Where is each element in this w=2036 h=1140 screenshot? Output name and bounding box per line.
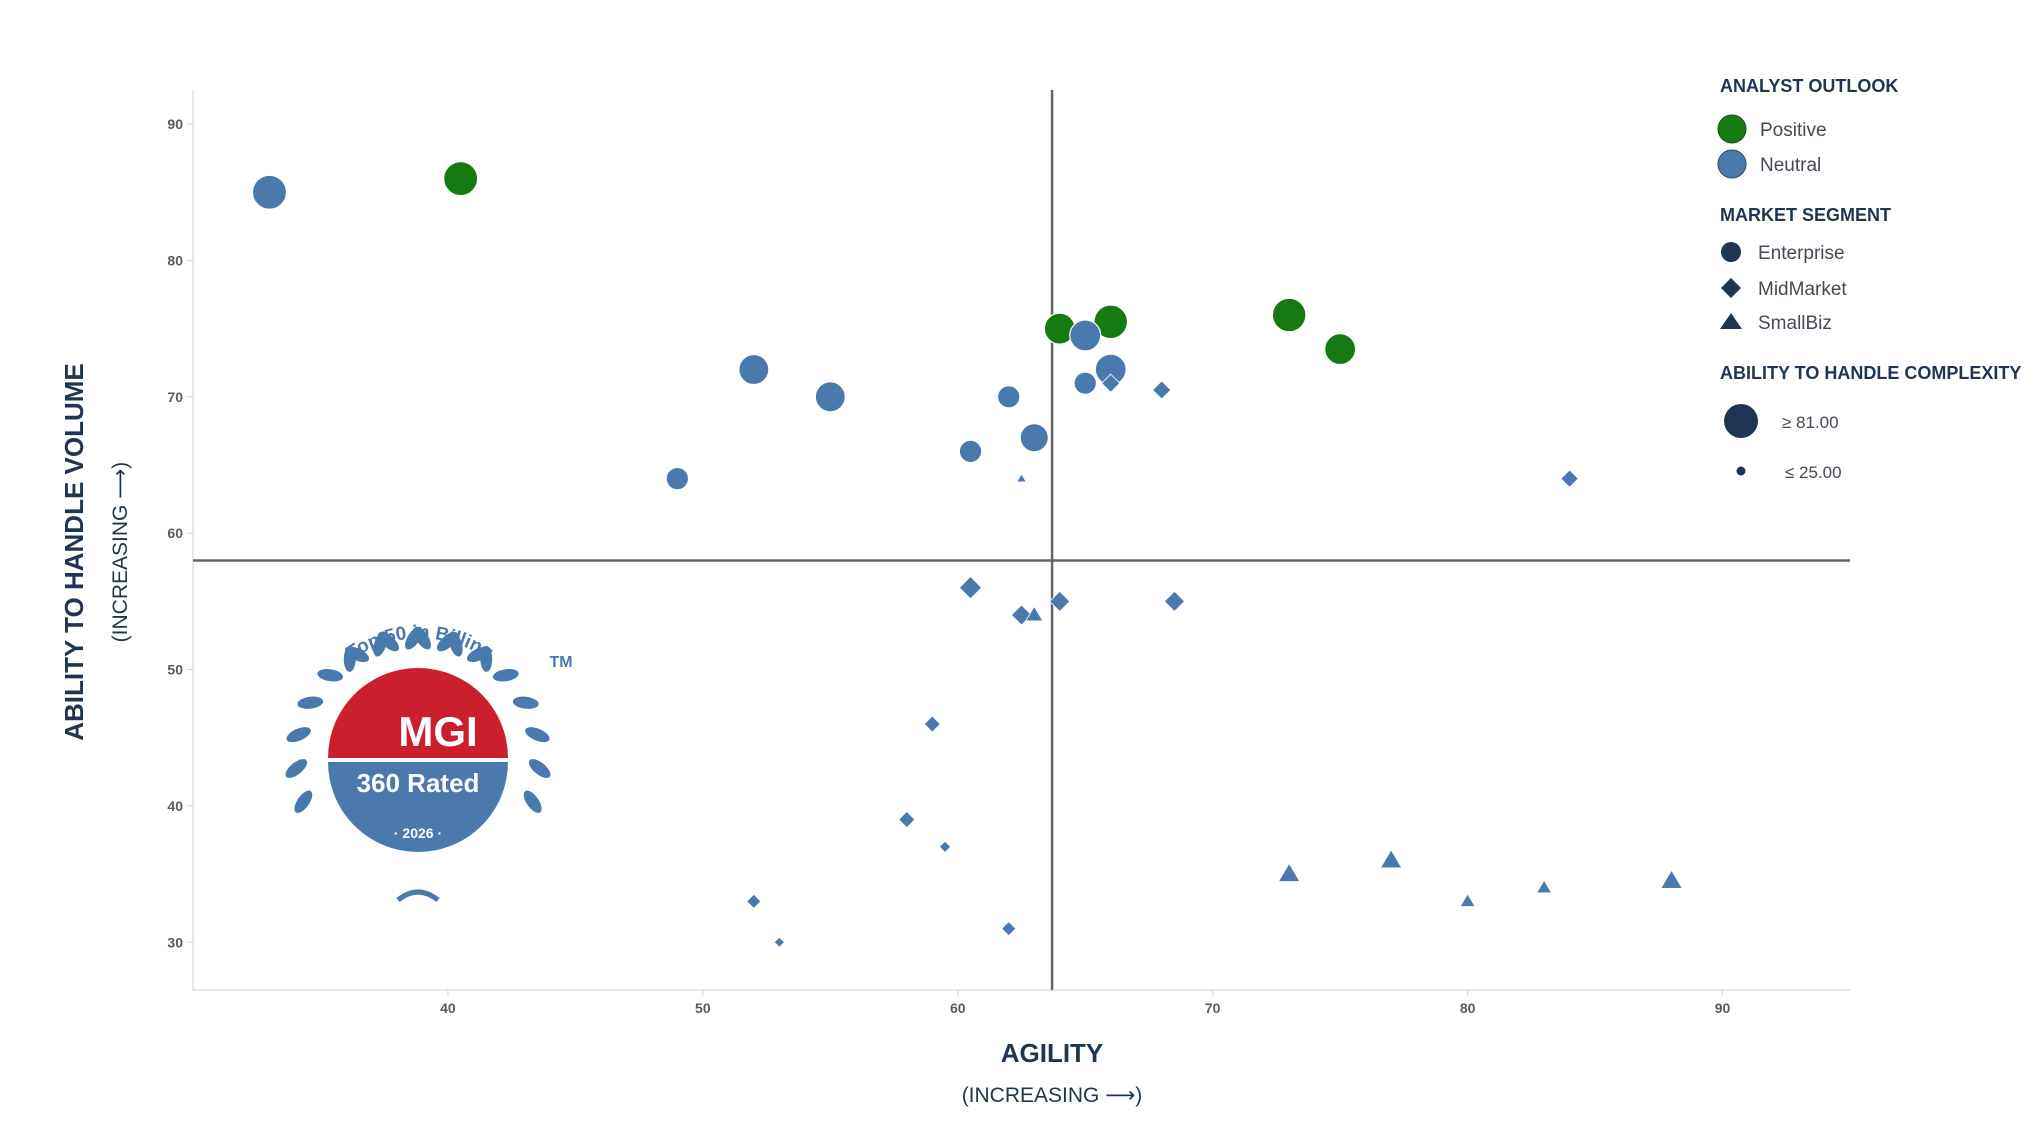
y-tick-label: 30 [167,934,183,950]
point-smallbiz [1660,869,1683,889]
laurel-ribbon [396,889,440,903]
y-tick-label: 80 [167,252,183,268]
point-enterprise [665,466,690,491]
point-midmarket [746,893,762,909]
point-smallbiz [1459,893,1476,907]
badge-top-half [328,668,508,758]
laurel-leaf [436,631,459,652]
point-midmarket [1152,380,1172,400]
legend-size-max-marker [1724,404,1758,438]
legend-smallbiz-label: SmallBiz [1758,313,1832,334]
legend-size-max-label: ≥ 81.00 [1782,413,1839,432]
laurel-leaf [294,790,313,813]
legend-size-title: ABILITY TO HANDLE COMPLEXITY [1720,363,2021,383]
laurel-wreath-icon [285,626,551,903]
y-tick-labels: 30 40 50 60 70 80 90 [167,116,193,950]
laurel-leaf [343,645,356,672]
badge-bottom-half [328,762,508,852]
y-tick-label: 70 [167,389,183,405]
legend-size-min-marker [1736,466,1746,476]
laurel-leaf [523,790,542,813]
point-midmarket [1049,590,1071,613]
legend-neutral-label: Neutral [1760,155,1821,176]
legend-enterprise-label: Enterprise [1758,243,1845,264]
point-enterprise [996,385,1021,409]
point-enterprise [738,353,770,386]
x-tick-label: 90 [1715,1000,1731,1016]
point-midmarket [1010,604,1033,626]
point-smallbiz [1535,879,1553,894]
point-midmarket [1101,373,1121,393]
point-smallbiz [1025,605,1044,622]
legend-midmarket-marker [1721,278,1741,298]
point-enterprise [1093,304,1129,340]
x-tick-label: 40 [440,1000,456,1016]
y-tick-label: 50 [167,662,183,678]
y-tick-label: 90 [167,116,183,132]
legend-enterprise-marker [1721,242,1741,262]
laurel-leaf [297,696,324,709]
point-smallbiz [1277,862,1301,882]
laurel-leaf [317,668,344,682]
laurel-leaf [528,759,551,778]
legend-neutral-marker [1717,149,1747,179]
point-midmarket [773,936,785,948]
laurel-leaf [405,626,423,650]
point-enterprise [814,381,846,413]
laurel-leaf [285,759,308,778]
legend-midmarket-label: MidMarket [1758,279,1847,300]
point-enterprise [1073,371,1098,395]
point-enterprise [958,439,983,464]
x-axis-title: AGILITY [1001,1038,1104,1068]
y-tick-label: 60 [167,525,183,541]
laurel-leaf [525,727,550,743]
y-tick-label: 40 [167,798,183,814]
point-midmarket [1560,469,1579,488]
point-enterprise [1271,297,1307,333]
laurel-leaf [466,646,492,663]
x-tick-label: 80 [1460,1000,1476,1016]
x-tick-label: 60 [950,1000,966,1016]
x-tick-labels: 40 50 60 70 80 90 [440,990,1731,1016]
point-enterprise [1019,423,1049,453]
legend-positive-marker [1717,114,1747,144]
point-smallbiz [1016,473,1027,483]
laurel-leaf [512,696,539,709]
laurel-leaf [373,631,388,657]
badge-brand: MGI [398,708,477,755]
point-enterprise [443,161,479,197]
y-axis-title: ABILITY TO HANDLE VOLUME [59,363,89,741]
point-midmarket [938,840,952,854]
laurel-leaf [492,668,519,682]
point-smallbiz [1379,849,1403,869]
legend-positive-label: Positive [1760,120,1827,141]
legend-segment-title: MARKET SEGMENT [1720,205,1891,225]
point-midmarket [1001,921,1017,937]
point-midmarket [898,810,916,829]
legend-outlook-title: ANALYST OUTLOOK [1720,76,1898,96]
x-tick-label: 70 [1205,1000,1221,1016]
legend-smallbiz-marker [1720,313,1742,329]
badge-year: · 2026 · [394,825,442,841]
top50-badge-logo: Top 50 in Billing TM MGI 360 Rated · 202… [285,622,573,903]
badge-trademark: TM [549,654,572,671]
point-enterprise [1069,319,1102,352]
y-axis-subtitle: (INCREASING ⟶) [109,462,132,643]
laurel-leaf [286,727,311,743]
data-points [251,161,1683,948]
legend-size-min-label: ≤ 25.00 [1785,463,1842,482]
legend: ANALYST OUTLOOK Positive Neutral MARKET … [1717,76,2021,482]
x-axis-subtitle: (INCREASING ⟶) [962,1084,1143,1107]
badge-rating: 360 Rated [357,768,480,798]
point-enterprise [1324,333,1357,366]
point-midmarket [958,576,983,600]
point-midmarket [923,715,941,733]
point-midmarket [1163,590,1186,613]
point-enterprise [251,174,288,210]
x-tick-label: 50 [695,1000,711,1016]
